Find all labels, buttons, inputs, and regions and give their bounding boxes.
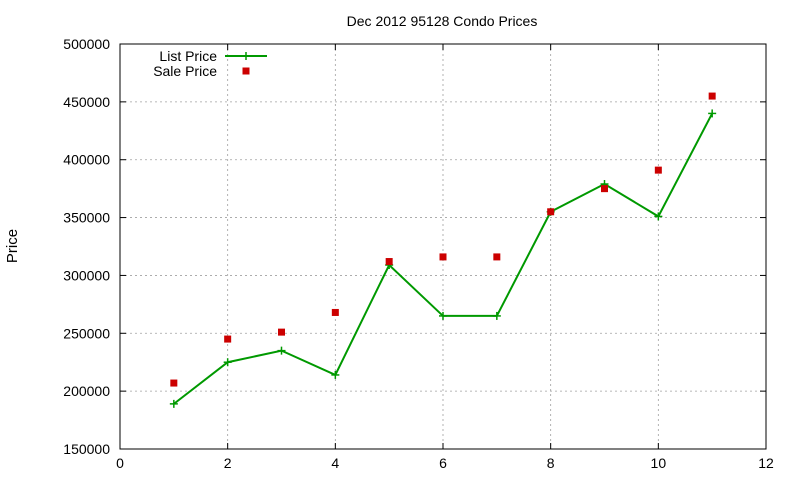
y-tick-label: 200000 xyxy=(63,383,110,399)
sale-price-point xyxy=(224,335,232,343)
grid-lines xyxy=(120,44,766,449)
x-tick-label: 4 xyxy=(331,455,339,471)
y-tick-label: 500000 xyxy=(63,36,110,52)
y-tick-label: 400000 xyxy=(63,152,110,168)
sale-price-point xyxy=(385,258,393,266)
axis-ticks: 0 2 4 6 8 10 12 150000 200000 250000 300000 350000 4… xyxy=(63,36,774,471)
y-tick-label: 150000 xyxy=(63,441,110,457)
list-price-point xyxy=(439,311,447,320)
sale-price-point xyxy=(493,253,501,261)
x-tick-label: 12 xyxy=(758,455,774,471)
plot-frame xyxy=(119,43,767,450)
sale-price-point xyxy=(278,328,285,336)
list-price-point xyxy=(223,358,232,367)
chart-title: Dec 2012 95128 Condo Prices xyxy=(347,13,538,29)
y-tick-label: 300000 xyxy=(63,267,110,283)
legend-marker-list-price xyxy=(242,52,250,60)
list-price-point xyxy=(331,370,340,379)
sale-price-point xyxy=(654,166,662,174)
sale-price-point xyxy=(601,185,608,193)
sale-price-point xyxy=(170,379,178,387)
legend: List Price Sale Price xyxy=(153,48,267,79)
legend-label-list-price: List Price xyxy=(159,48,217,64)
y-tick-label: 350000 xyxy=(63,210,110,226)
list-price-point xyxy=(654,212,663,221)
y-tick-label: 450000 xyxy=(63,94,110,110)
legend-marker-sale-price xyxy=(242,67,250,75)
y-axis-label: Price xyxy=(4,229,21,263)
list-price-point xyxy=(277,346,286,355)
sale-price-point xyxy=(439,253,447,261)
sale-price-point xyxy=(331,308,339,316)
list-price-point xyxy=(492,311,501,320)
x-tick-label: 0 xyxy=(116,455,124,471)
x-tick-label: 8 xyxy=(547,455,555,471)
y-tick-label: 250000 xyxy=(63,325,110,341)
x-tick-label: 10 xyxy=(651,455,667,471)
legend-label-sale-price: Sale Price xyxy=(153,63,217,79)
sale-price-point xyxy=(708,92,716,100)
list-price-point xyxy=(708,109,717,118)
series-layer xyxy=(169,92,717,408)
list-price-point xyxy=(169,399,178,408)
x-tick-label: 2 xyxy=(224,455,232,471)
sale-price-point xyxy=(547,208,555,216)
x-tick-label: 6 xyxy=(439,455,447,471)
